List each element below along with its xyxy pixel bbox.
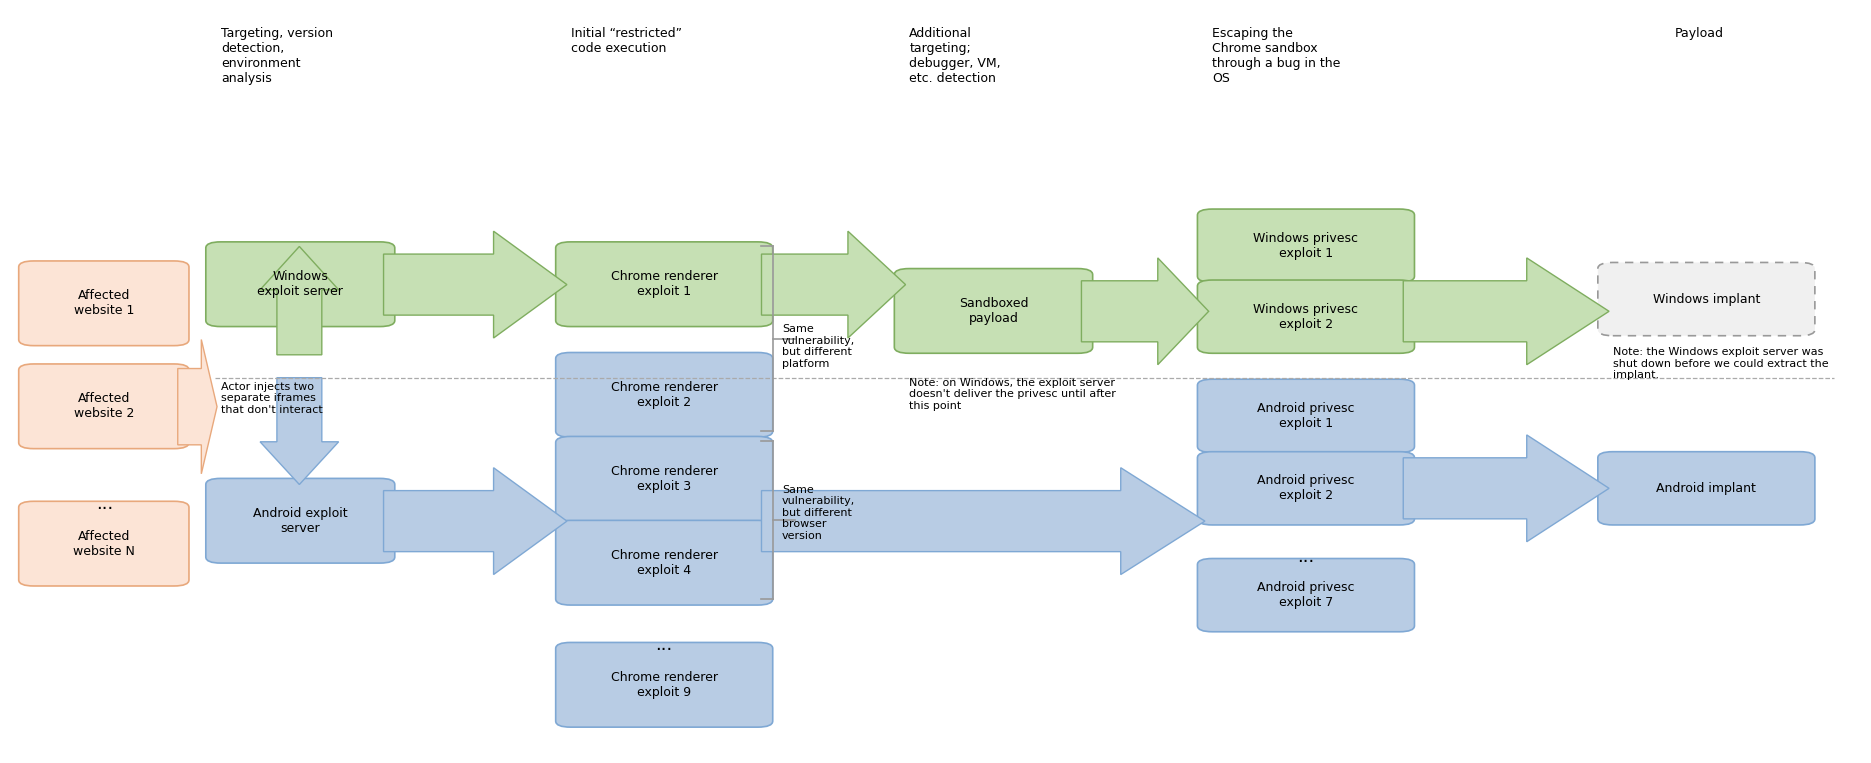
Text: ...: ... bbox=[655, 636, 674, 654]
Text: Additional
targeting;
debugger, VM,
etc. detection: Additional targeting; debugger, VM, etc.… bbox=[909, 27, 1001, 85]
Text: Android privesc
exploit 7: Android privesc exploit 7 bbox=[1257, 581, 1355, 609]
Text: Chrome renderer
exploit 4: Chrome renderer exploit 4 bbox=[610, 549, 718, 577]
Polygon shape bbox=[384, 468, 567, 575]
Text: Payload: Payload bbox=[1675, 27, 1723, 40]
Text: Same
vulnerability,
but different
platform: Same vulnerability, but different platfo… bbox=[782, 324, 855, 369]
FancyBboxPatch shape bbox=[19, 364, 189, 449]
Text: Chrome renderer
exploit 2: Chrome renderer exploit 2 bbox=[610, 381, 718, 409]
FancyBboxPatch shape bbox=[19, 261, 189, 346]
FancyBboxPatch shape bbox=[206, 478, 395, 563]
Text: Note: the Windows exploit server was
shut down before we could extract the
impla: Note: the Windows exploit server was shu… bbox=[1613, 347, 1828, 381]
Text: Windows privesc
exploit 1: Windows privesc exploit 1 bbox=[1254, 232, 1358, 259]
Text: Same
vulnerability,
but different
browser
version: Same vulnerability, but different browse… bbox=[782, 485, 855, 541]
FancyBboxPatch shape bbox=[19, 501, 189, 586]
Text: Actor injects two
separate iframes
that don't interact: Actor injects two separate iframes that … bbox=[221, 382, 322, 415]
FancyBboxPatch shape bbox=[1598, 262, 1815, 336]
FancyBboxPatch shape bbox=[1598, 452, 1815, 525]
Text: Targeting, version
detection,
environment
analysis: Targeting, version detection, environmen… bbox=[221, 27, 333, 85]
Text: Android implant: Android implant bbox=[1656, 481, 1757, 495]
FancyBboxPatch shape bbox=[1197, 379, 1414, 452]
FancyBboxPatch shape bbox=[206, 242, 395, 327]
FancyBboxPatch shape bbox=[556, 242, 773, 327]
Polygon shape bbox=[384, 231, 567, 338]
Polygon shape bbox=[761, 231, 906, 338]
FancyBboxPatch shape bbox=[556, 520, 773, 605]
Text: Affected
website 2: Affected website 2 bbox=[73, 392, 135, 420]
Text: Initial “restricted”
code execution: Initial “restricted” code execution bbox=[571, 27, 681, 55]
Text: Windows implant: Windows implant bbox=[1652, 292, 1761, 306]
FancyBboxPatch shape bbox=[1197, 280, 1414, 353]
Polygon shape bbox=[260, 246, 339, 355]
Text: Affected
website N: Affected website N bbox=[73, 530, 135, 558]
FancyBboxPatch shape bbox=[556, 353, 773, 437]
Text: Android privesc
exploit 2: Android privesc exploit 2 bbox=[1257, 475, 1355, 502]
FancyBboxPatch shape bbox=[556, 436, 773, 521]
Text: Android privesc
exploit 1: Android privesc exploit 1 bbox=[1257, 402, 1355, 430]
Text: Chrome renderer
exploit 1: Chrome renderer exploit 1 bbox=[610, 270, 718, 298]
Polygon shape bbox=[1081, 258, 1209, 365]
Polygon shape bbox=[260, 378, 339, 485]
Polygon shape bbox=[1403, 258, 1609, 365]
FancyBboxPatch shape bbox=[894, 269, 1093, 353]
Polygon shape bbox=[761, 468, 1205, 575]
Text: Chrome renderer
exploit 3: Chrome renderer exploit 3 bbox=[610, 465, 718, 493]
Text: Escaping the
Chrome sandbox
through a bug in the
OS: Escaping the Chrome sandbox through a bu… bbox=[1212, 27, 1342, 85]
Text: Sandboxed
payload: Sandboxed payload bbox=[958, 297, 1029, 325]
Text: Android exploit
server: Android exploit server bbox=[253, 507, 348, 535]
FancyBboxPatch shape bbox=[1197, 559, 1414, 632]
Polygon shape bbox=[1403, 435, 1609, 542]
Text: ...: ... bbox=[1297, 548, 1315, 566]
FancyBboxPatch shape bbox=[1197, 452, 1414, 525]
Text: Chrome renderer
exploit 9: Chrome renderer exploit 9 bbox=[610, 671, 718, 699]
Text: Affected
website 1: Affected website 1 bbox=[73, 289, 135, 317]
Text: ...: ... bbox=[95, 494, 114, 513]
FancyBboxPatch shape bbox=[1197, 209, 1414, 282]
Polygon shape bbox=[178, 340, 217, 474]
Text: Note: on Windows, the exploit server
doesn't deliver the privesc until after
thi: Note: on Windows, the exploit server doe… bbox=[909, 378, 1117, 411]
Text: Windows
exploit server: Windows exploit server bbox=[258, 270, 342, 298]
Text: Windows privesc
exploit 2: Windows privesc exploit 2 bbox=[1254, 303, 1358, 330]
FancyBboxPatch shape bbox=[556, 642, 773, 727]
